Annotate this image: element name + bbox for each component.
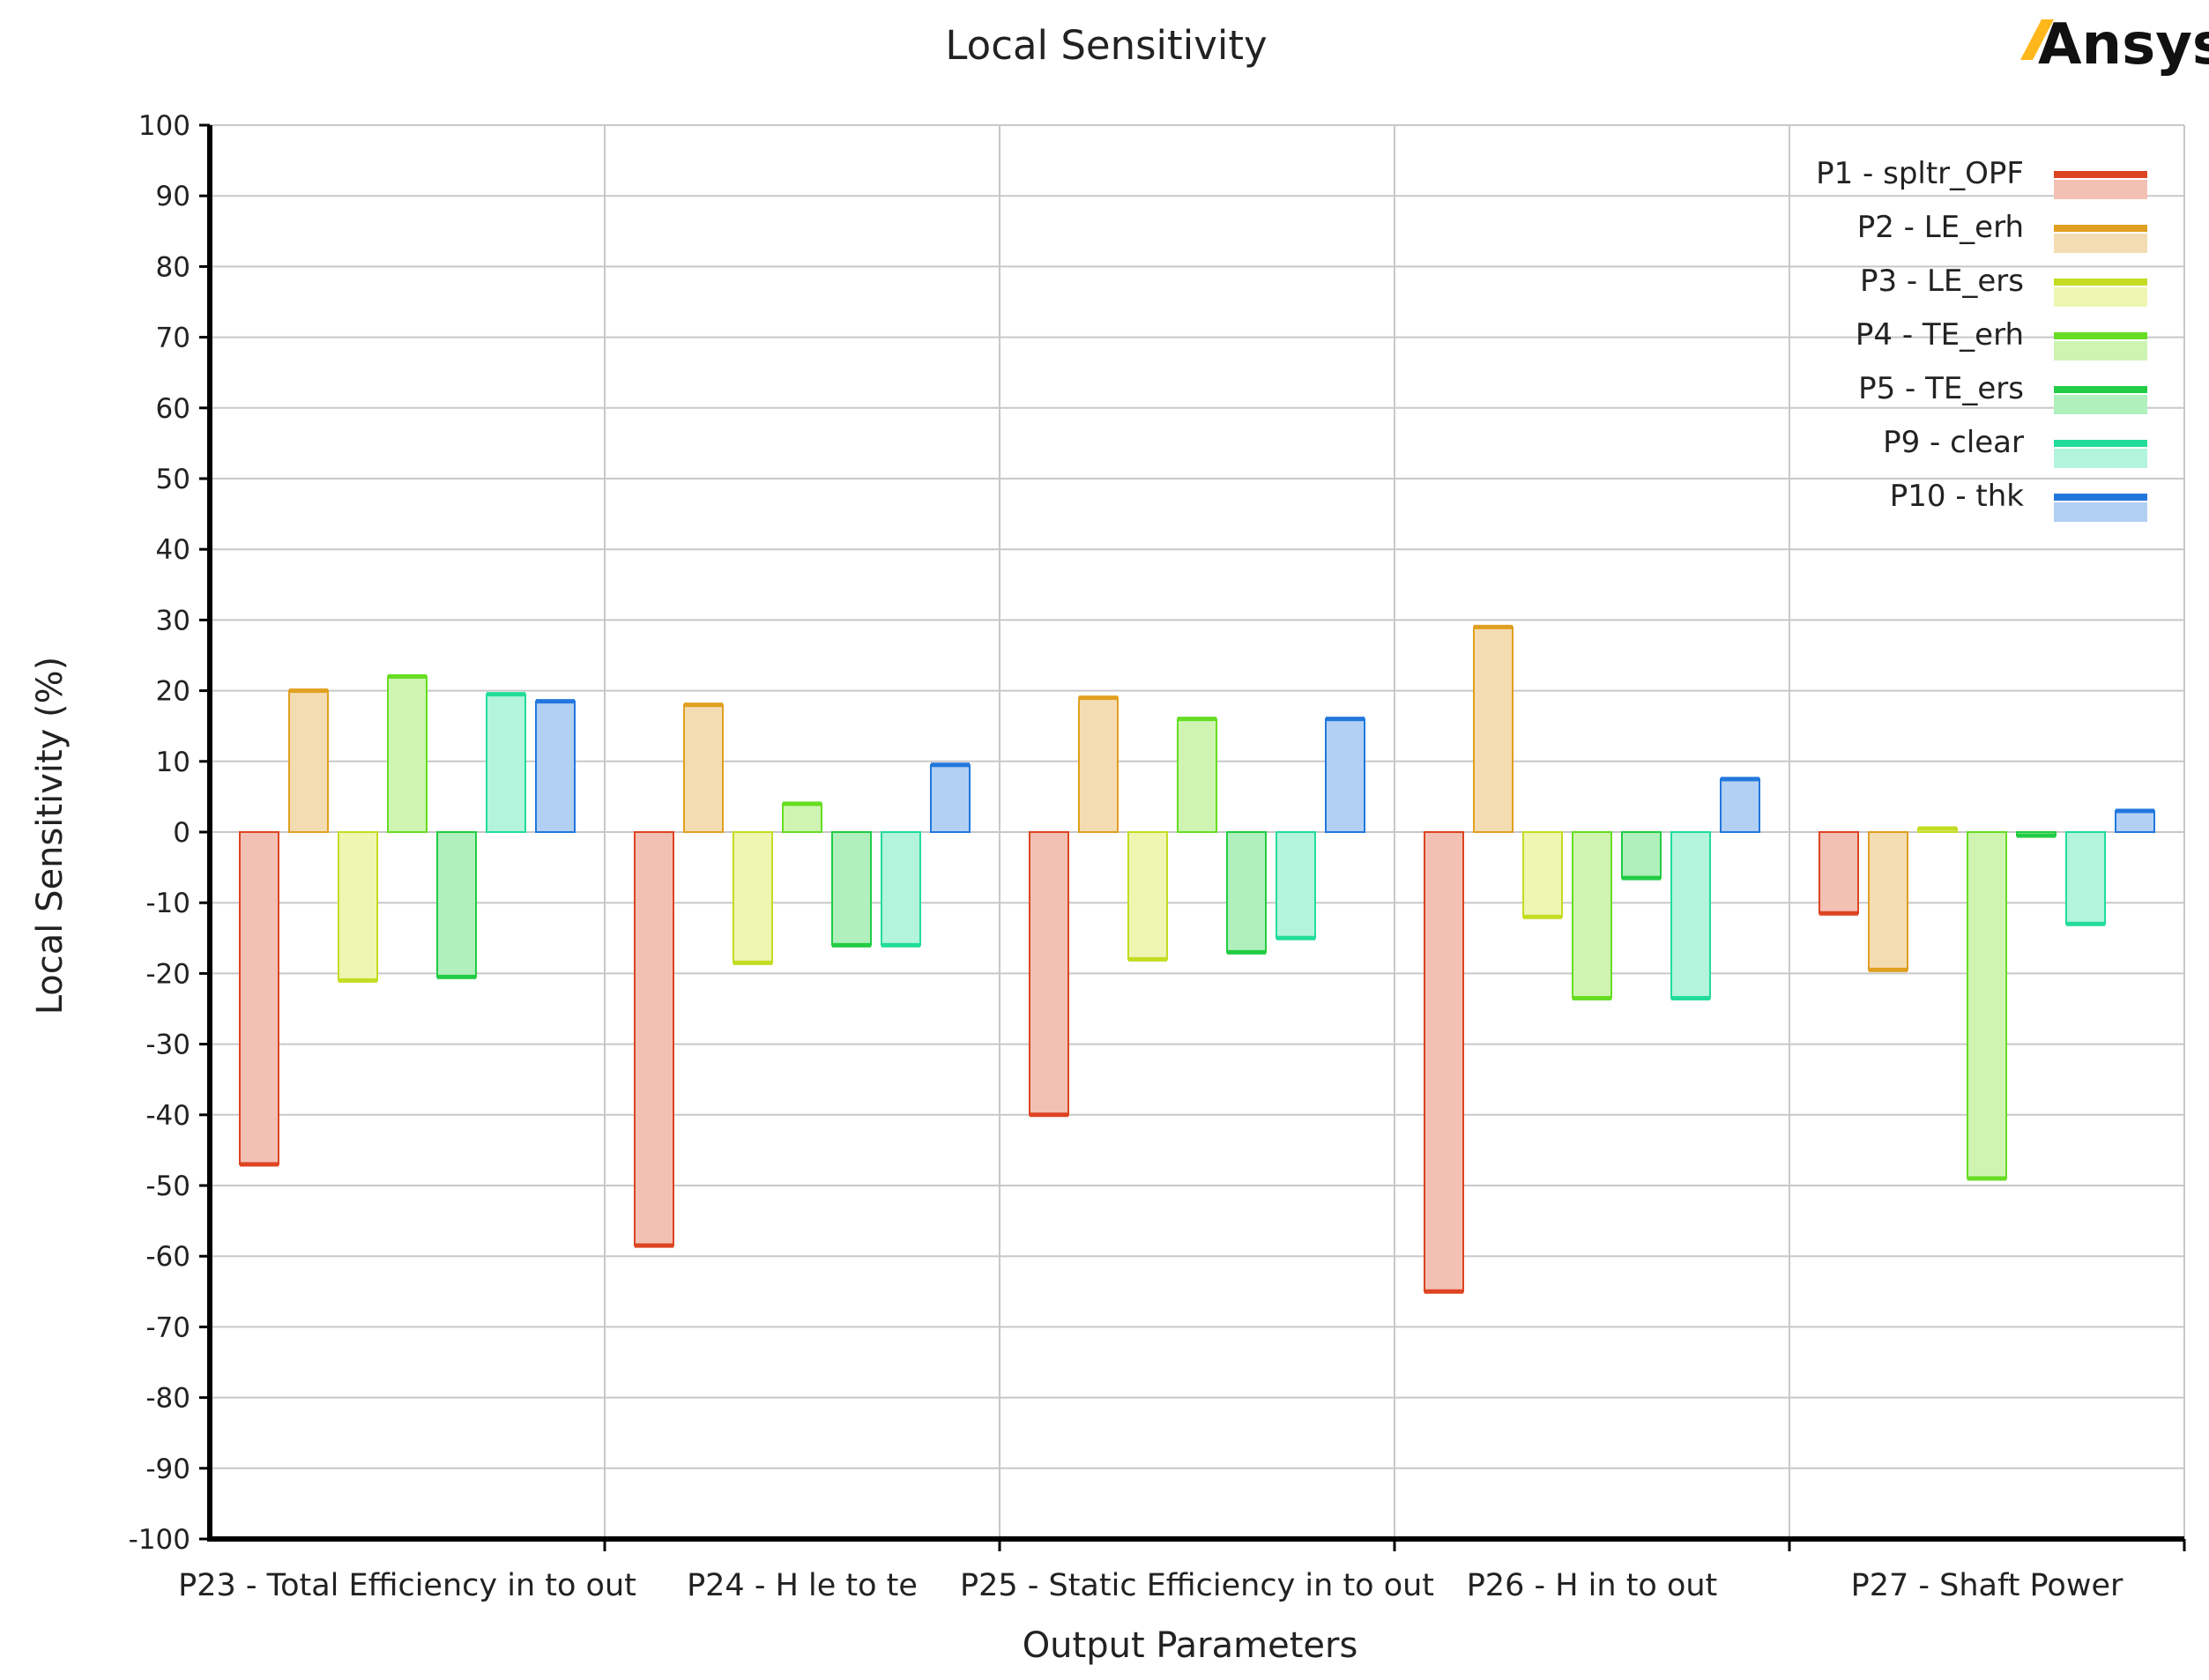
legend-swatch-fill — [2054, 395, 2147, 414]
bar-p10-cat-1 — [535, 700, 576, 833]
bar-p4-cat-4 — [1572, 831, 1612, 1000]
legend-label: P2 - LE_erh — [1857, 210, 2024, 245]
bar-p2-cat-2 — [683, 703, 724, 834]
bar-p10-cat-5 — [2115, 809, 2155, 834]
bar-p3-cat-2 — [733, 831, 773, 964]
bar-p4-cat-2 — [782, 802, 822, 833]
y-tick-label: 40 — [156, 534, 190, 566]
y-tick-label: -80 — [145, 1383, 190, 1415]
bar-p9-cat-2 — [881, 831, 921, 947]
y-tick-label: 80 — [156, 251, 190, 283]
bar-p3-cat-4 — [1522, 831, 1563, 918]
y-tick-label: 30 — [156, 605, 190, 636]
legend-swatch-fill — [2054, 234, 2147, 253]
bar-p10-cat-4 — [1720, 777, 1760, 833]
bar-p5-cat-3 — [1226, 831, 1267, 954]
legend-label: P4 - TE_erh — [1856, 317, 2024, 353]
bar-p1-cat-2 — [634, 831, 674, 1247]
x-category-labels: P23 - Total Efficiency in to out P24 - H … — [178, 1568, 2123, 1603]
y-tick-label: 0 — [173, 817, 190, 849]
y-tick-label: -60 — [145, 1241, 190, 1273]
legend-swatch-fill — [2054, 287, 2147, 307]
bar-p1-cat-4 — [1424, 831, 1464, 1293]
x-axis-label: Output Parameters — [1023, 1625, 1358, 1666]
x-category-label: P27 - Shaft Power — [1851, 1568, 2123, 1603]
bar-p10-cat-2 — [930, 763, 971, 833]
x-category-label: P23 - Total Efficiency in to out — [178, 1568, 636, 1603]
bars — [239, 624, 2155, 1294]
legend-swatch-fill — [2054, 449, 2147, 468]
bar-p10-cat-3 — [1325, 717, 1365, 833]
legend-label: P3 - LE_ers — [1860, 264, 2024, 299]
y-tick-label: -10 — [145, 888, 190, 919]
y-tick-label: 90 — [156, 181, 190, 212]
y-tick-label: 50 — [156, 464, 190, 495]
axes — [199, 123, 2186, 1551]
y-tick-label: 10 — [156, 747, 190, 778]
legend-swatch-fill — [2054, 180, 2147, 199]
y-tick-label: -30 — [145, 1030, 190, 1061]
bar-p2-cat-5 — [1868, 831, 1908, 971]
legend-label: P10 - thk — [1890, 479, 2025, 514]
y-tick-labels: 1009080706050403020100-10-20-30-40-50-60… — [129, 110, 190, 1556]
y-tick-label: 20 — [156, 676, 190, 708]
bar-p4-cat-3 — [1177, 717, 1217, 833]
bar-p1-cat-1 — [239, 831, 279, 1165]
y-axis-label: Local Sensitivity (%) — [30, 657, 71, 1015]
x-category-label: P26 - H in to out — [1467, 1568, 1718, 1603]
y-tick-label: 70 — [156, 323, 190, 354]
bar-p5-cat-4 — [1621, 831, 1662, 880]
legend-label: P1 - spltr_OPF — [1816, 156, 2024, 191]
legend: P1 - spltr_OPF P2 - LE_erh P3 - LE_ers P4 -… — [1816, 156, 2147, 522]
legend-swatch-fill — [2054, 502, 2147, 522]
chart-title: Local Sensitivity — [945, 22, 1267, 69]
y-tick-label: 100 — [138, 110, 190, 142]
ansys-logo: Ansys — [2020, 12, 2209, 78]
legend-label: P9 - clear — [1883, 425, 2024, 460]
x-category-label: P24 - H le to te — [687, 1568, 918, 1603]
bar-p3-cat-1 — [338, 831, 378, 982]
bar-p4-cat-5 — [1967, 831, 2007, 1179]
bar-p1-cat-5 — [1819, 831, 1859, 915]
bar-p2-cat-3 — [1078, 696, 1119, 833]
ansys-logo-mark — [2020, 19, 2054, 60]
y-tick-label: -70 — [145, 1312, 190, 1343]
y-tick-label: -100 — [129, 1524, 190, 1556]
bar-p9-cat-3 — [1276, 831, 1316, 940]
bar-p1-cat-3 — [1029, 831, 1069, 1116]
bar-p9-cat-5 — [2065, 831, 2106, 925]
bar-p5-cat-1 — [436, 831, 477, 978]
ansys-logo-text: Ansys — [2038, 12, 2209, 78]
y-tick-label: -40 — [145, 1100, 190, 1132]
bar-p5-cat-2 — [831, 831, 872, 947]
bar-p2-cat-4 — [1473, 626, 1514, 833]
y-tick-label: -90 — [145, 1453, 190, 1485]
y-tick-label: -20 — [145, 958, 190, 990]
bar-p9-cat-1 — [486, 693, 526, 833]
legend-swatch-fill — [2054, 341, 2147, 361]
bar-p4-cat-1 — [387, 675, 428, 833]
bar-p9-cat-4 — [1670, 831, 1711, 1000]
bar-p2-cat-1 — [288, 689, 329, 833]
bar-p3-cat-3 — [1127, 831, 1168, 961]
legend-label: P5 - TE_ers — [1858, 371, 2024, 406]
y-tick-label: 60 — [156, 393, 190, 425]
x-category-label: P25 - Static Efficiency in to out — [960, 1568, 1434, 1603]
y-tick-label: -50 — [145, 1171, 190, 1202]
